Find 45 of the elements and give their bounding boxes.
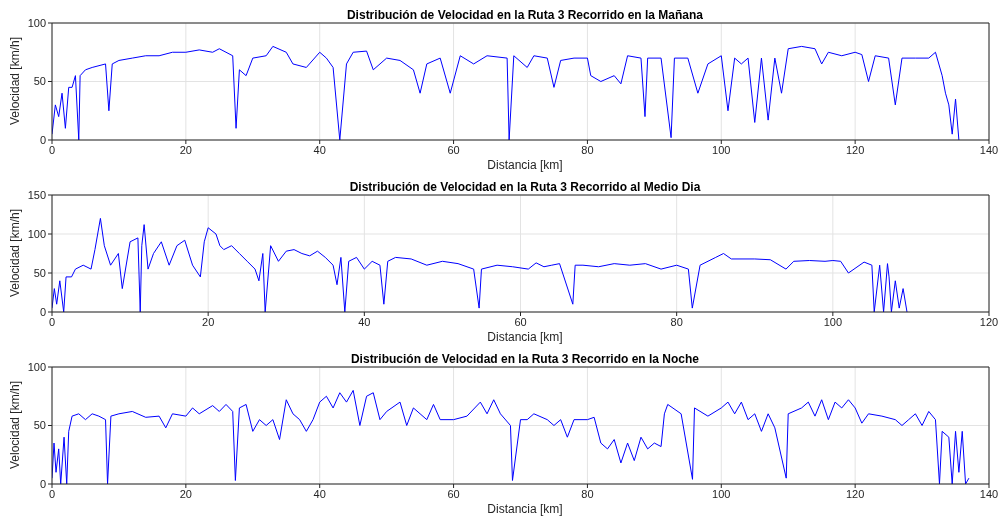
x-tick-label: 60 xyxy=(447,487,460,500)
x-tick-label: 120 xyxy=(979,315,999,328)
y-tick-label: 150 xyxy=(27,188,46,201)
x-tick-label: 100 xyxy=(712,143,731,156)
y-tick-label: 50 xyxy=(33,419,46,432)
chart-title: Distribución de Velocidad en la Ruta 3 Recorrido al Medio Dia xyxy=(348,180,702,194)
x-tick-label: 80 xyxy=(581,143,594,156)
x-tick-label: 80 xyxy=(670,315,683,328)
y-tick-label: 50 xyxy=(33,75,46,88)
x-tick-label: 80 xyxy=(581,487,594,500)
x-tick-label: 100 xyxy=(823,315,843,328)
y-axis-title: Velocidad [km/h] xyxy=(8,36,22,126)
chart-title: Distribución de Velocidad en la Ruta 3 Recorrido en la Mañana xyxy=(345,8,705,22)
x-tick-label: 20 xyxy=(202,315,215,328)
y-axis-title: Velocidad [km/h] xyxy=(8,208,22,298)
x-tick-label: 60 xyxy=(514,315,527,328)
y-tick-label: 0 xyxy=(39,133,46,146)
x-tick-label: 60 xyxy=(447,143,460,156)
x-tick-label: 140 xyxy=(979,143,999,156)
x-tick-label: 0 xyxy=(48,315,56,328)
x-tick-label: 40 xyxy=(313,143,326,156)
y-tick-label: 50 xyxy=(33,266,46,279)
x-tick-label: 40 xyxy=(358,315,371,328)
x-tick-label: 0 xyxy=(48,143,56,156)
y-axis-title: Velocidad [km/h] xyxy=(8,380,22,470)
x-axis-title: Distancia [km] xyxy=(486,502,564,516)
x-tick-label: 20 xyxy=(179,143,192,156)
x-tick-label: 0 xyxy=(48,487,56,500)
y-tick-label: 100 xyxy=(27,360,46,373)
y-tick-label: 0 xyxy=(39,305,46,318)
y-tick-label: 100 xyxy=(27,16,46,29)
x-tick-label: 40 xyxy=(313,487,326,500)
x-tick-label: 20 xyxy=(179,487,192,500)
y-tick-label: 0 xyxy=(39,477,46,490)
x-tick-label: 140 xyxy=(979,487,999,500)
line-series xyxy=(52,217,908,312)
chart-title: Distribución de Velocidad en la Ruta 3 Recorrido en la Noche xyxy=(349,352,701,366)
x-axis-title: Distancia [km] xyxy=(486,158,564,172)
x-tick-label: 100 xyxy=(712,487,731,500)
line-series xyxy=(52,389,970,484)
y-tick-label: 100 xyxy=(27,227,46,240)
line-series xyxy=(52,45,960,140)
x-tick-label: 120 xyxy=(845,487,865,500)
x-axis-title: Distancia [km] xyxy=(486,330,564,344)
x-tick-label: 120 xyxy=(845,143,865,156)
